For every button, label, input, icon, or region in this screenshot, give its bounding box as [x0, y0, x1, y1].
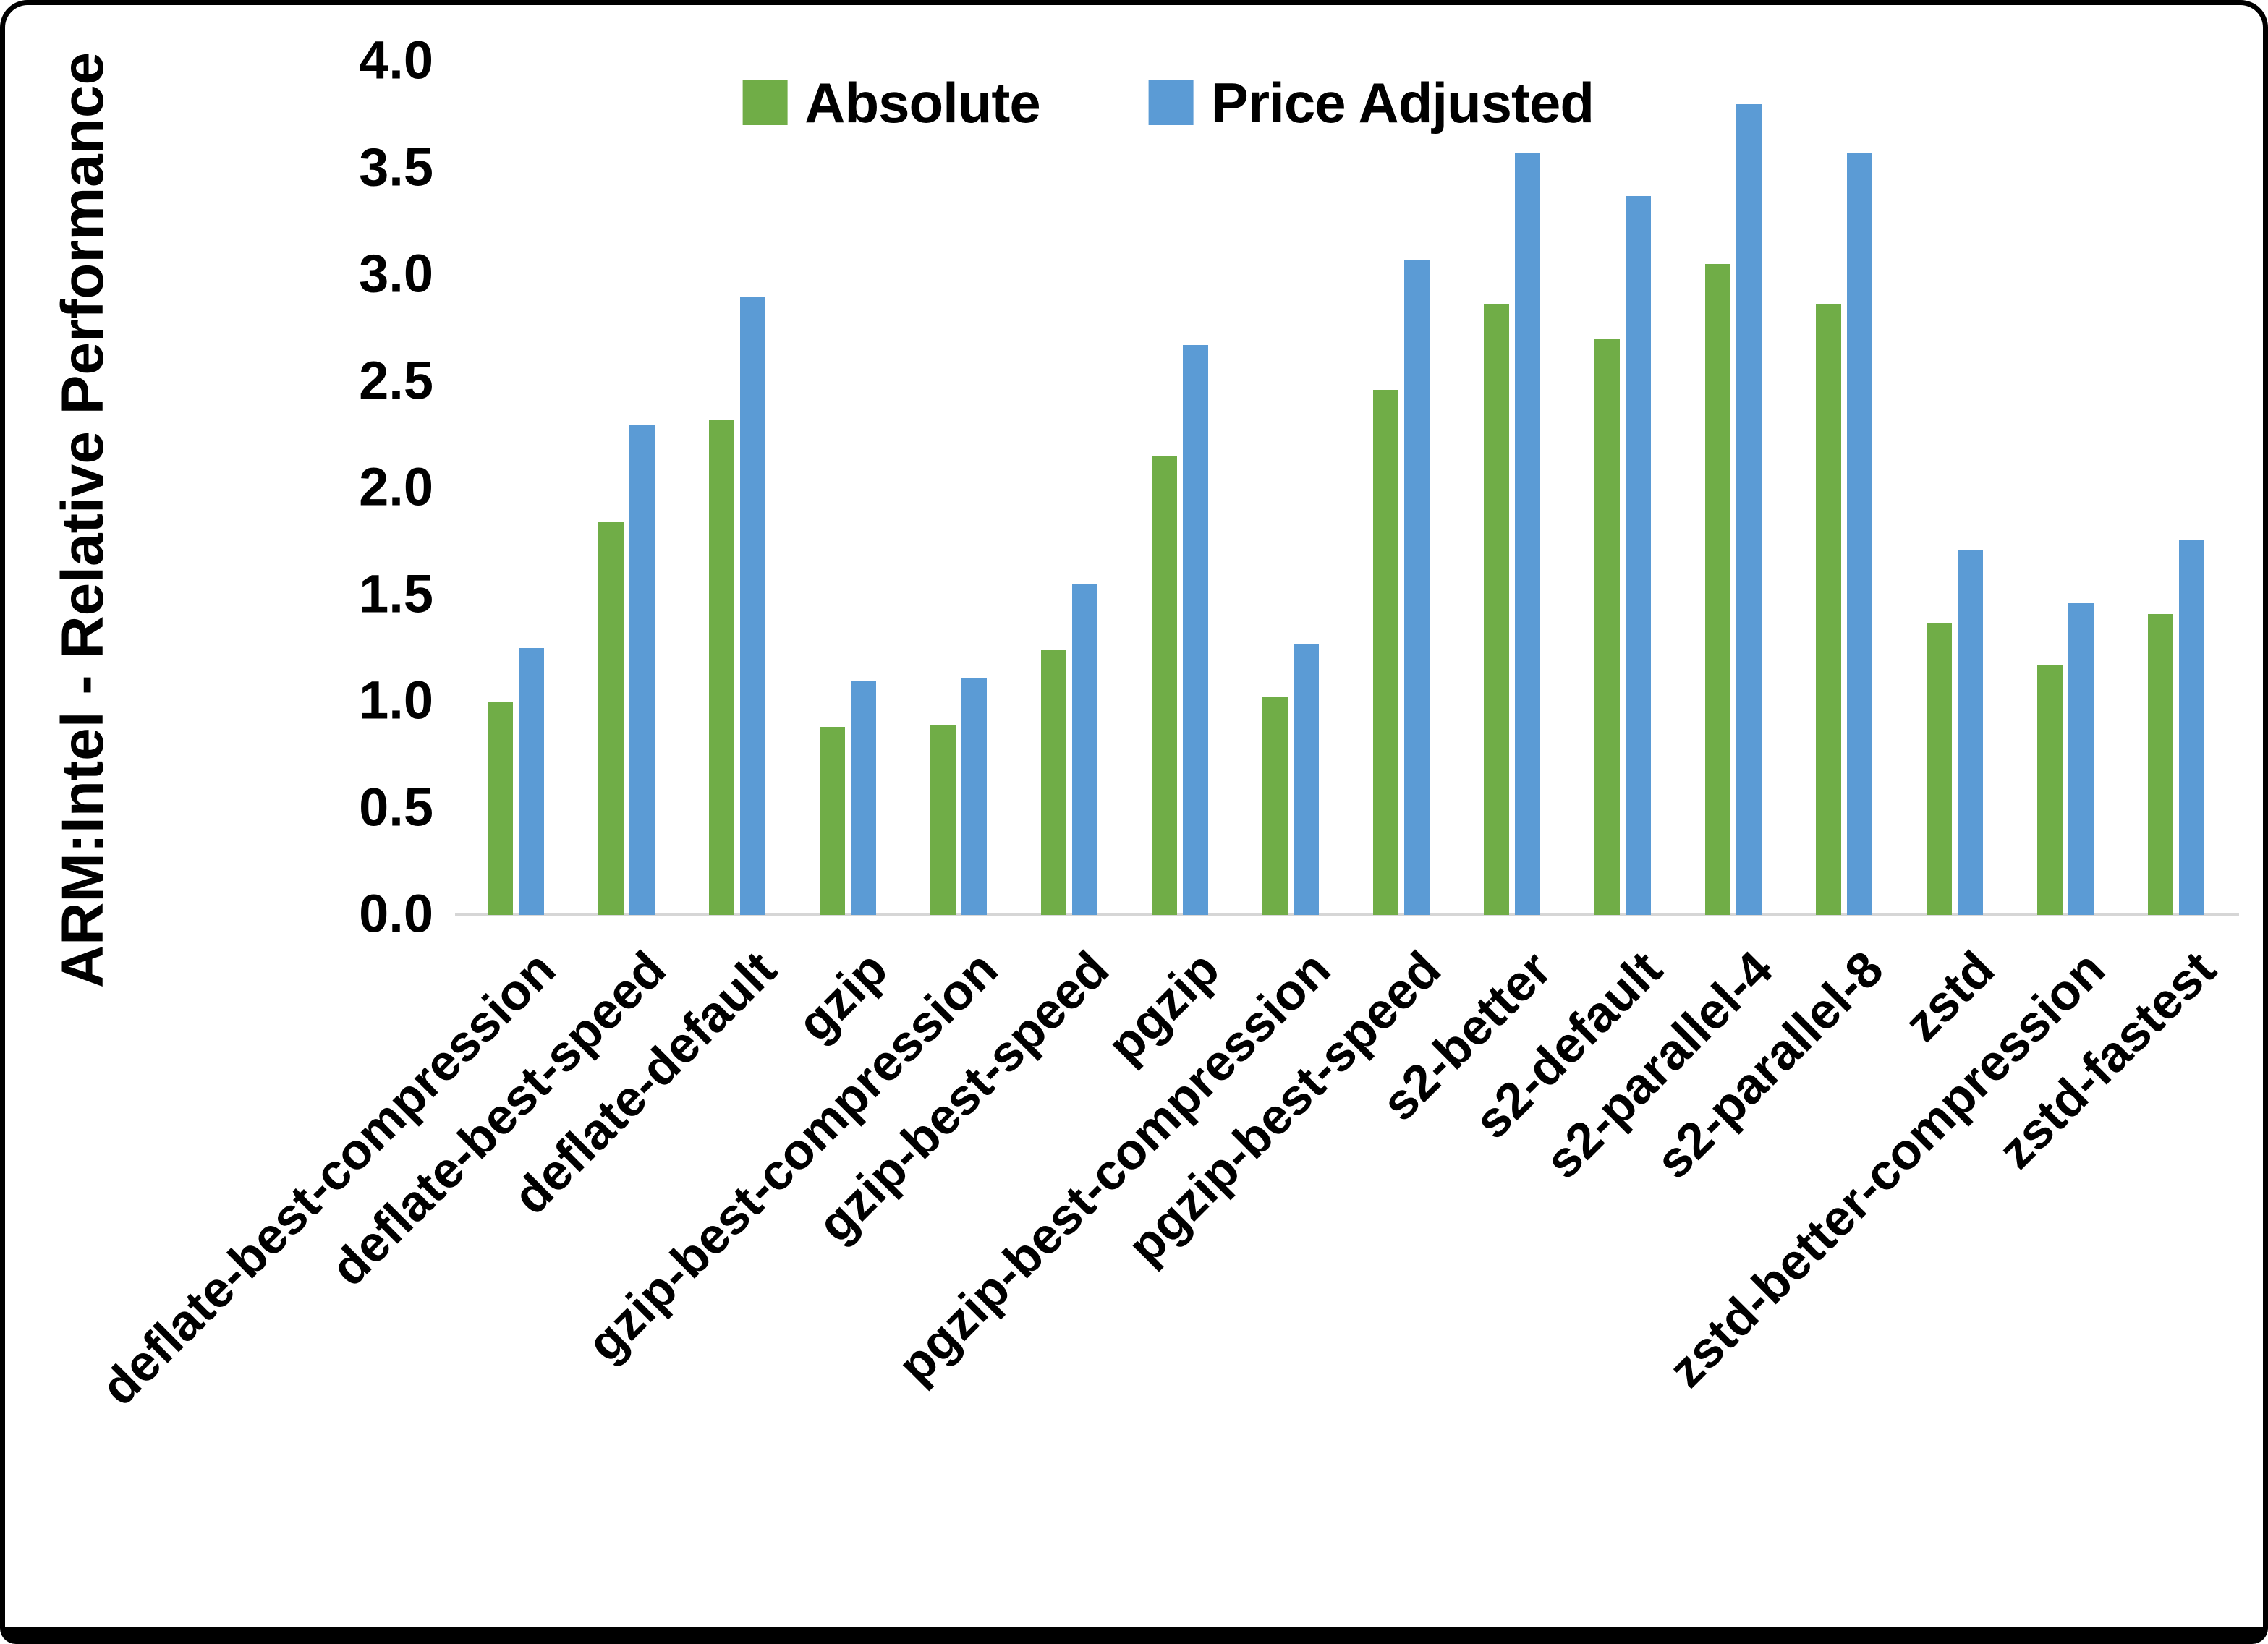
bar-absolute	[1373, 390, 1398, 915]
bar-absolute	[488, 702, 513, 915]
bar-price-adjusted	[1294, 644, 1319, 915]
y-tick-label: 2.0	[359, 456, 433, 517]
bar-absolute	[1594, 338, 1620, 915]
bar-price-adjusted	[1847, 153, 1872, 915]
legend-item-absolute: Absolute	[742, 71, 1041, 135]
legend-swatch-icon	[742, 80, 788, 125]
bar-price-adjusted	[961, 678, 987, 915]
bar-absolute	[820, 727, 845, 915]
bar-absolute	[598, 522, 624, 915]
bar-absolute	[1816, 304, 1841, 915]
bar-price-adjusted	[851, 680, 876, 915]
y-tick-label: 2.5	[359, 350, 433, 411]
x-axis-line	[455, 913, 2239, 916]
bar-price-adjusted	[2179, 539, 2204, 915]
legend-swatch-icon	[1148, 80, 1194, 125]
bar-price-adjusted	[1736, 104, 1762, 915]
bar-price-adjusted	[1404, 260, 1430, 915]
bar-absolute	[2037, 665, 2063, 915]
x-tick-label: deflate-best-compression	[90, 940, 566, 1416]
legend: Absolute Price Adjusted	[742, 74, 1594, 131]
bar-price-adjusted	[1626, 195, 1651, 915]
y-tick-label: 0.5	[359, 777, 433, 838]
y-tick-label: 3.0	[359, 243, 433, 304]
y-tick-label: 1.5	[359, 563, 433, 624]
y-tick-label: 1.0	[359, 670, 433, 731]
y-tick-label: 4.0	[359, 30, 433, 90]
bar-price-adjusted	[629, 424, 655, 915]
bar-absolute	[1152, 456, 1177, 915]
bar-price-adjusted	[1515, 153, 1540, 915]
bar-absolute	[930, 725, 956, 915]
bar-price-adjusted	[1183, 345, 1208, 915]
bar-absolute	[1705, 264, 1730, 915]
bar-absolute	[1262, 697, 1288, 915]
bar-price-adjusted	[519, 648, 544, 915]
bar-absolute	[709, 419, 734, 915]
plot-area: 0.0 0.5 1.0 1.5 2.0 2.5 3.0 3.5 4.0 deflate-best-…	[5, 5, 2263, 1627]
bar-absolute	[1927, 622, 1952, 915]
bar-absolute	[2148, 614, 2173, 915]
y-tick-label: 3.5	[359, 137, 433, 197]
bar-price-adjusted	[2068, 603, 2094, 915]
y-tick-label: 0.0	[359, 883, 433, 944]
legend-item-price-adjusted: Price Adjusted	[1148, 71, 1594, 135]
bar-absolute	[1041, 650, 1066, 915]
legend-label: Absolute	[804, 71, 1041, 135]
bar-absolute	[1484, 304, 1509, 915]
bar-price-adjusted	[740, 296, 765, 915]
legend-label: Price Adjusted	[1210, 71, 1594, 135]
bar-price-adjusted	[1072, 584, 1097, 915]
bar-price-adjusted	[1958, 550, 1983, 915]
